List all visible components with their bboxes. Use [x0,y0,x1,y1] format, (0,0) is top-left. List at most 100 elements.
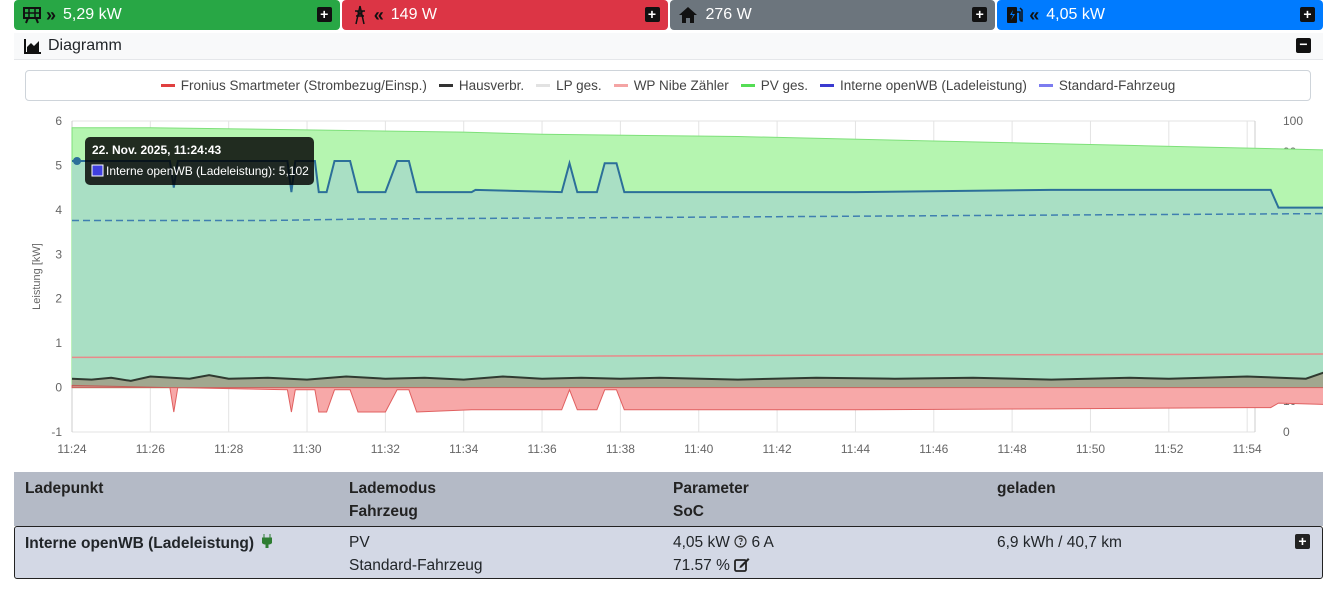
diagram-title: Diagramm [48,37,122,54]
edit-icon[interactable] [734,557,750,577]
power-tower-icon [350,5,370,25]
header-ladepunkt: Ladepunkt [25,480,104,497]
x-tick-label: 11:48 [998,442,1027,456]
house-line [71,371,1323,382]
tooltip-title: 22. Nov. 2025, 11:24:43 [92,143,222,157]
legend-item-5[interactable]: Interne openWB (Ladeleistung) [820,78,1027,93]
row-current: 6 A [751,534,774,551]
legend-label: PV ges. [760,78,809,93]
row-vehicle[interactable]: Standard-Fahrzeug [349,557,483,574]
x-tick-label: 11:50 [1076,442,1105,456]
legend-item-1[interactable]: Hausverbr. [438,78,525,93]
chart-legend: Fronius Smartmeter (Strombezug/Einsp.) Ha… [25,70,1311,101]
row-charged: 6,9 kWh / 40,7 km [997,534,1122,551]
row-parameter: 4,05 kW 6 A [673,534,774,553]
legend-swatch [613,84,628,87]
chargepoint-table: Ladepunkt Lademodus Fahrzeug Parameter S… [14,472,1323,579]
tooltip-box [85,137,314,185]
legend-swatch [740,84,755,87]
double-chevron-right-icon: » [46,4,56,25]
legend-label: LP ges. [556,78,602,93]
charge-area [72,161,1323,388]
legend-swatch [536,84,551,87]
double-chevron-left-icon: « [1029,4,1039,25]
area-chart-icon [24,38,42,54]
y-tick-label: 2 [55,292,62,306]
table-row[interactable]: Interne openWB (Ladeleistung) PV Standar… [14,526,1323,579]
legend-label: WP Nibe Zähler [633,78,729,93]
x-tick-label: 11:52 [1154,442,1183,456]
status-bar: » 5,29 kW + « 149 W + 276 W + « 4,05 kW … [14,0,1323,30]
grid-area [71,384,1323,413]
grid-tile[interactable]: » 5,29 kW + [14,0,340,30]
soc-line [72,212,1323,222]
legend-label: Hausverbr. [458,78,525,93]
y-tick-label: 0 [55,381,62,395]
y-tick-label: 1 [55,336,62,350]
x-tick-label: 11:44 [841,442,870,456]
x-tick-label: 11:54 [1233,442,1262,456]
tooltip: 22. Nov. 2025, 11:24:43 Interne openWB (L… [85,137,314,185]
x-tick-label: 11:32 [371,442,400,456]
legend-item-2[interactable]: LP ges. [536,78,602,93]
charge-tile[interactable]: « 4,05 kW + [997,0,1323,30]
legend-swatch [1038,84,1053,87]
header-fahrzeug: Fahrzeug [349,503,418,520]
double-chevron-left-icon: « [373,4,384,25]
charge-value: 4,05 kW [1046,6,1105,23]
row-power: 4,05 kW [673,534,730,551]
pv-value: 149 W [390,6,438,23]
y-axis-title: Leistung [kW] [31,243,43,310]
y-tick-label: 4 [55,203,62,217]
legend-swatch [438,84,453,87]
collapse-diagram-button[interactable]: − [1296,37,1311,53]
x-tick-label: 11:42 [763,442,792,456]
x-tick-label: 11:34 [449,442,478,456]
legend-label: Standard-Fahrzeug [1058,78,1176,93]
legend-label: Fronius Smartmeter (Strombezug/Einsp.) [180,78,427,93]
expand-pv-button[interactable]: + [644,7,660,22]
row-chargepoint: Interne openWB (Ladeleistung) [25,534,273,553]
y-tick-label: 6 [55,114,62,128]
grid-icon [22,5,42,25]
charging-station-icon [1005,5,1025,25]
grid-value: 5,29 kW [63,6,122,23]
legend-swatch [160,84,175,87]
pv-tile[interactable]: « 149 W + [341,0,668,30]
x-tick-label: 11:30 [292,442,321,456]
row-soc: 71.57 % [673,557,730,574]
tooltip-text: Interne openWB (Ladeleistung): 5,102 [106,164,309,178]
y2-tick-label: 0 [1283,425,1290,439]
legend-item-6[interactable]: Standard-Fahrzeug [1038,78,1176,93]
house-tile[interactable]: 276 W + [669,0,996,30]
x-tick-label: 11:36 [527,442,556,456]
expand-row-button[interactable]: + [1295,534,1310,549]
legend-item-4[interactable]: PV ges. [740,78,809,93]
x-tick-label: 11:24 [57,442,86,456]
expand-house-button[interactable]: + [972,7,988,22]
house-area [72,372,1323,388]
legend-item-3[interactable]: WP Nibe Zähler [613,78,729,93]
row-mode[interactable]: PV [349,534,370,551]
y-tick-label: 5 [55,158,62,172]
y2-tick-label: 100 [1283,114,1303,128]
x-tick-label: 11:46 [919,442,948,456]
legend-item-0[interactable]: Fronius Smartmeter (Strombezug/Einsp.) [160,78,427,93]
x-tick-label: 11:28 [214,442,243,456]
y-tick-label: 3 [55,247,62,261]
y-tick-label: -1 [51,425,62,439]
header-parameter: Parameter [673,480,749,497]
row-soc-wrap: 71.57 % [673,557,750,577]
chargepoint-name: Interne openWB (Ladeleistung) [25,535,255,552]
expand-grid-button[interactable]: + [316,7,332,22]
house-value: 276 W [705,6,752,23]
tooltip-swatch [91,164,104,177]
legend-swatch [820,84,835,87]
wp-line [71,353,1323,359]
house-icon [678,5,698,25]
header-geladen: geladen [997,480,1056,497]
current-clock-icon [734,535,747,553]
power-chart[interactable]: -10123456010203040506070809010011:2411:2… [14,104,1323,466]
plug-icon [258,534,273,551]
expand-charge-button[interactable]: + [1300,7,1315,22]
